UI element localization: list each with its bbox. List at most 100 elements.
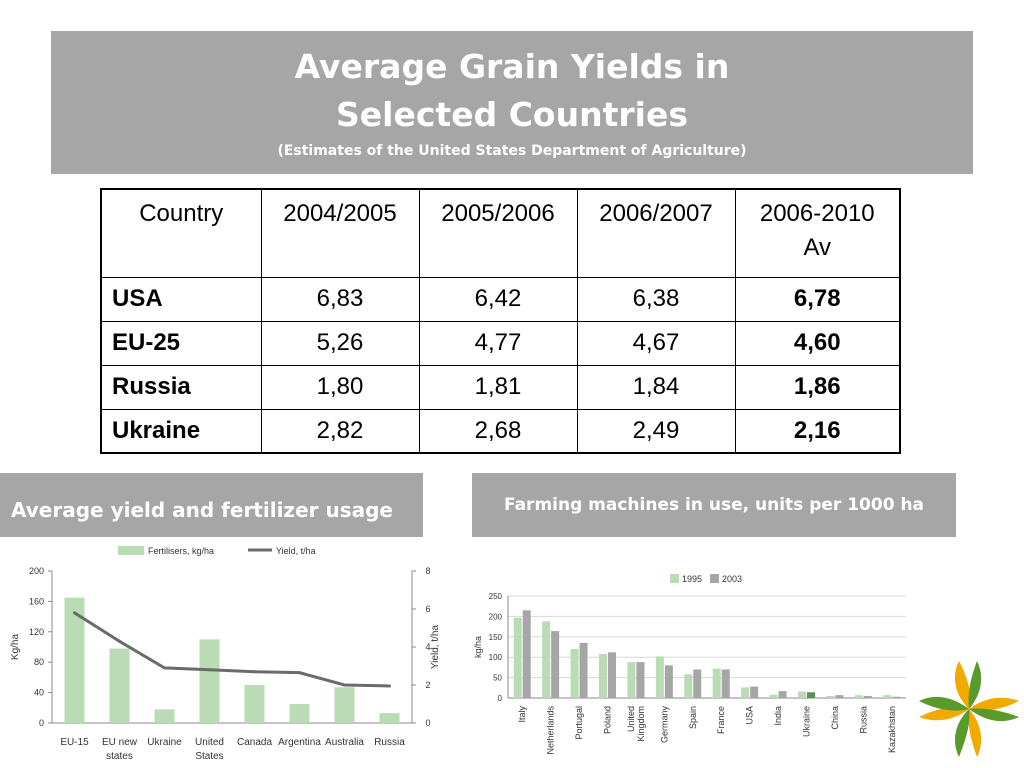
category-label: India	[773, 706, 783, 726]
category-label: Spain	[688, 706, 698, 729]
farming-machines-chart: 1995 2003 0 50 100 150 200 250 kg/ha Italy Netherl…	[473, 574, 906, 755]
value-cell: 6,83	[260, 276, 420, 322]
bar-2003	[636, 662, 645, 698]
bar-2003	[721, 669, 730, 698]
organization-logo-icon	[919, 661, 1019, 757]
bar-1995	[655, 656, 664, 698]
category-label: Portugal	[574, 706, 584, 740]
left-tick-label: 120	[29, 627, 44, 637]
bar-2003	[835, 695, 844, 698]
bar-2003	[522, 610, 531, 698]
fertiliser-bar	[199, 639, 220, 723]
table-row: USA 6,83 6,42 6,38 6,78	[100, 276, 901, 322]
bar-2003	[579, 642, 588, 698]
value-cell: 2,68	[418, 408, 578, 454]
bar-2003	[892, 696, 901, 698]
yield-point	[118, 639, 121, 643]
category-label: states	[106, 751, 133, 762]
value-cell: 1,84	[576, 364, 736, 410]
category-label: Australia	[325, 737, 364, 748]
fertiliser-bar	[64, 597, 85, 723]
table-row: Russia 1,80 1,81 1,84 1,86	[100, 364, 901, 410]
header-2006-2007: 2006/2007	[576, 188, 736, 278]
average-cell: 4,60	[734, 320, 901, 366]
category-label: Italy	[517, 706, 527, 723]
average-cell: 1,86	[734, 364, 901, 410]
fertiliser-bar	[154, 709, 175, 723]
fertilizer-panel-title: Average yield and fertilizer usage	[0, 473, 423, 537]
country-cell: Russia	[100, 364, 262, 410]
right-tick-label: 8	[425, 566, 430, 576]
logo-leaves	[919, 661, 1019, 757]
bar-1995	[684, 674, 693, 698]
legend-2003-swatch	[710, 574, 719, 583]
bar-1995	[826, 695, 835, 698]
category-label: France	[716, 706, 726, 734]
title-banner: Average Grain Yields in Selected Countri…	[51, 31, 973, 174]
yield-point	[208, 668, 211, 672]
legend-yield-label: Yield, t/ha	[276, 546, 316, 556]
fertiliser-bar	[379, 713, 400, 723]
legend-1995-label: 1995	[682, 574, 702, 584]
left-tick-label: 0	[39, 718, 44, 728]
header-country: Country	[100, 188, 262, 278]
category-label: Germany	[659, 706, 669, 744]
right-axis-label: Yield, t/ha	[430, 625, 440, 670]
header-2005-2006: 2005/2006	[418, 188, 578, 278]
y-tick-label: 50	[493, 674, 502, 683]
table-row: EU-25 5,26 4,77 4,67 4,60	[100, 320, 901, 366]
yield-point	[343, 683, 346, 687]
title-line-2: Selected Countries	[336, 95, 688, 134]
bar-1995	[741, 687, 750, 698]
category-label: EU-15	[60, 737, 89, 748]
category-label: Ukraine	[802, 706, 812, 737]
yield-point	[298, 671, 301, 675]
left-tick-label: 200	[29, 566, 44, 576]
y-tick-label: 150	[489, 633, 503, 642]
category-label: Netherlands	[546, 706, 556, 755]
country-cell: USA	[100, 276, 262, 322]
category-label: Argentina	[278, 737, 321, 748]
yield-point	[388, 684, 391, 688]
value-cell: 6,38	[576, 276, 736, 322]
right-tick-label: 0	[425, 718, 430, 728]
category-label: States	[195, 751, 223, 762]
bar-2003	[778, 691, 787, 698]
left-tick-label: 40	[34, 688, 44, 698]
left-tick-label: 80	[34, 657, 44, 667]
value-cell: 6,42	[418, 276, 578, 322]
bar-2003	[863, 695, 872, 698]
y-tick-label: 0	[498, 694, 503, 703]
bar-1995	[769, 694, 778, 698]
title-line-1: Average Grain Yields in	[294, 47, 730, 86]
header-avg-period: 2006-2010	[759, 200, 875, 227]
table-header-row: Country 2004/2005 2005/2006 2006/2007 20…	[100, 188, 901, 278]
header-avg-label: Av	[803, 234, 832, 261]
machines-panel-title: Farming machines in use, units per 1000 …	[472, 473, 956, 537]
bar-2003	[664, 665, 673, 698]
subtitle: (Estimates of the United States Departme…	[277, 143, 747, 159]
bar-1995	[798, 691, 806, 698]
fertiliser-bar	[244, 685, 265, 723]
bar-1995	[883, 695, 892, 698]
category-label: Kazakhstan	[887, 706, 897, 753]
yield-point	[253, 670, 256, 674]
category-label: Poland	[603, 706, 613, 734]
value-cell: 4,67	[576, 320, 736, 366]
category-label: United	[195, 737, 224, 748]
bar-1995	[712, 668, 721, 698]
average-cell: 2,16	[734, 408, 901, 454]
right-tick-label: 2	[425, 680, 430, 690]
category-label: USA	[745, 706, 755, 725]
value-cell: 4,77	[418, 320, 578, 366]
bar-1995	[599, 653, 607, 698]
left-tick-label: 160	[29, 596, 44, 606]
country-cell: EU-25	[100, 320, 262, 366]
header-2006-2010-av: 2006-2010 Av	[734, 188, 901, 278]
table-row: Ukraine 2,82 2,68 2,49 2,16	[100, 408, 901, 454]
category-label: Russia	[374, 737, 405, 748]
bar-1995	[854, 695, 863, 698]
bar-2003	[807, 692, 815, 698]
y-axis-label: kg/ha	[473, 636, 483, 658]
bar-1995	[542, 621, 551, 698]
